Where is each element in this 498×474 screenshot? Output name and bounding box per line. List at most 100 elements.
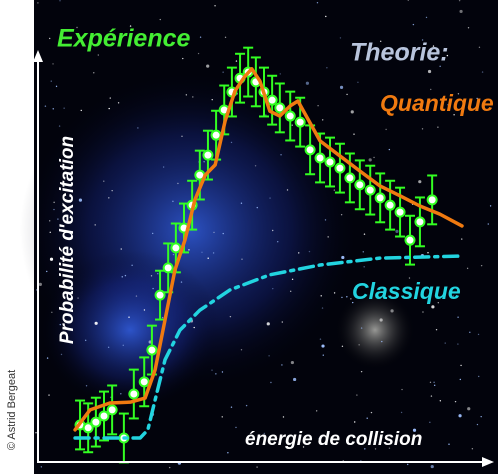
- star: [437, 302, 440, 304]
- star: [480, 415, 482, 418]
- star: [63, 107, 65, 109]
- star: [277, 241, 279, 243]
- star: [477, 333, 480, 336]
- star: [322, 354, 324, 356]
- star: [85, 385, 88, 387]
- star: [459, 378, 462, 381]
- star: [308, 250, 311, 253]
- star: [437, 126, 439, 128]
- star: [272, 287, 274, 290]
- star: [266, 322, 270, 326]
- star: [172, 253, 175, 256]
- data-point: [304, 144, 316, 156]
- star: [354, 421, 356, 423]
- star: [302, 446, 305, 448]
- star: [357, 81, 359, 84]
- star: [340, 214, 343, 216]
- star: [214, 5, 216, 7]
- star: [290, 360, 294, 365]
- star: [240, 349, 243, 351]
- star: [360, 327, 363, 329]
- star: [182, 57, 184, 60]
- star: [435, 329, 438, 331]
- star: [222, 71, 224, 73]
- star: [111, 189, 113, 192]
- star: [453, 114, 455, 116]
- star: [137, 127, 139, 129]
- star: [229, 315, 232, 318]
- star: [109, 97, 111, 99]
- star: [407, 463, 409, 466]
- star: [162, 166, 165, 168]
- data-point: [274, 102, 286, 114]
- star: [373, 156, 375, 159]
- star: [188, 249, 190, 251]
- star: [256, 206, 258, 209]
- star: [480, 264, 483, 267]
- star: [476, 423, 479, 426]
- data-point: [106, 404, 118, 416]
- stars: [35, 0, 492, 469]
- star: [476, 97, 478, 100]
- star: [49, 257, 54, 261]
- star: [368, 158, 372, 162]
- y-axis-arrow: [33, 50, 43, 62]
- star: [458, 414, 462, 418]
- star: [379, 40, 382, 43]
- star: [94, 224, 96, 226]
- star: [124, 274, 127, 277]
- star: [425, 16, 428, 19]
- star: [318, 437, 320, 440]
- star: [129, 25, 132, 27]
- star: [37, 2, 39, 4]
- nebula: [40, 250, 220, 410]
- star: [315, 410, 318, 412]
- star: [481, 71, 484, 73]
- y-axis-label: Probabilité d'excitation: [57, 136, 78, 344]
- star: [211, 369, 213, 371]
- star: [103, 180, 105, 182]
- x-axis-arrow: [482, 457, 494, 467]
- star: [197, 52, 200, 55]
- star: [263, 432, 265, 435]
- data-point: [364, 184, 376, 196]
- data-point: [170, 242, 182, 254]
- star: [459, 9, 463, 14]
- star: [431, 305, 435, 309]
- star: [235, 60, 238, 62]
- star: [422, 311, 424, 313]
- x-axis-label: énergie de collision: [245, 429, 422, 450]
- star: [327, 236, 329, 238]
- star: [256, 466, 258, 468]
- data-point: [210, 129, 222, 141]
- star: [230, 406, 233, 408]
- star: [352, 301, 354, 304]
- star: [461, 238, 463, 240]
- star: [207, 257, 209, 259]
- star: [84, 339, 87, 342]
- star: [412, 23, 415, 26]
- star: [53, 208, 55, 211]
- star: [466, 267, 469, 270]
- star: [363, 233, 366, 235]
- subtitle: Theorie:: [350, 39, 449, 67]
- star: [120, 248, 122, 250]
- data-point: [374, 192, 386, 204]
- star: [353, 133, 355, 135]
- star: [401, 47, 405, 51]
- star: [235, 426, 237, 429]
- star: [254, 165, 257, 167]
- star: [161, 316, 164, 319]
- data-point: [128, 388, 140, 400]
- star: [77, 297, 79, 299]
- star: [444, 342, 446, 344]
- star: [107, 346, 110, 349]
- star: [471, 448, 474, 450]
- star: [433, 381, 435, 384]
- data-point: [98, 410, 110, 422]
- star: [181, 135, 183, 137]
- star: [121, 276, 123, 278]
- star: [120, 393, 122, 395]
- star: [346, 296, 348, 298]
